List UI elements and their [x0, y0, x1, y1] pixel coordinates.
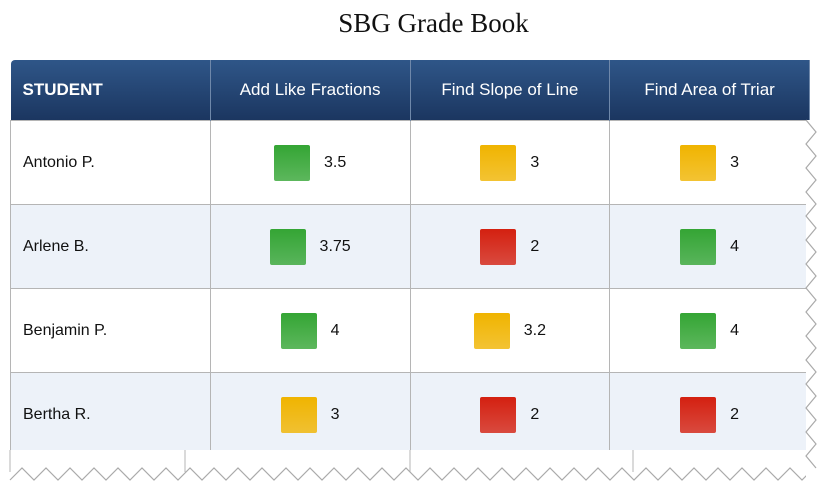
student-row: Arlene B. 3.75 2 4 [10, 204, 810, 289]
student-row: Benjamin P. 4 3.2 4 [10, 288, 810, 373]
column-header: Find Area of Triar [609, 60, 810, 121]
score-cell: 3.75 [209, 204, 411, 289]
student-name: Arlene B. [10, 204, 211, 289]
score-cell: 4 [609, 288, 810, 373]
column-header: Find Slope of Line [410, 60, 611, 121]
zigzag-right [805, 119, 817, 469]
score-indicator [680, 312, 717, 349]
score-indicator [480, 144, 517, 181]
score: 3.2 [412, 312, 609, 349]
student-name: Antonio P. [10, 120, 211, 205]
score-cell: 4 [209, 288, 411, 373]
header-row: STUDENT Add Like Fractions Find Slope of L… [10, 60, 810, 121]
score: 3 [212, 396, 409, 433]
student-name: Bertha R. [10, 372, 211, 457]
score: 2 [412, 396, 609, 433]
score-value: 2 [730, 405, 740, 423]
score-cell: 3 [609, 120, 810, 205]
student-name: Benjamin P. [10, 288, 211, 373]
score: 3.5 [212, 144, 409, 181]
score-indicator [280, 396, 317, 433]
score: 4 [212, 312, 409, 349]
score-cell: 2 [609, 372, 810, 457]
score-value: 3 [330, 405, 340, 423]
score-indicator [480, 396, 517, 433]
score-value: 3 [730, 153, 740, 171]
score: 4 [611, 228, 808, 265]
score-value: 3 [530, 153, 540, 171]
score: 4 [611, 312, 808, 349]
table-body: Antonio P. 3.5 3 3 Arlene B. 3.75 2 4 Benjamin P… [10, 120, 810, 457]
zigzag-bottom [9, 467, 815, 481]
score-indicator [680, 228, 717, 265]
score-indicator [269, 228, 306, 265]
score-cell: 2 [409, 204, 611, 289]
score: 2 [611, 396, 808, 433]
score-indicator [274, 144, 310, 181]
student-row: Antonio P. 3.5 3 3 [10, 120, 810, 205]
score-value: 3.75 [319, 237, 351, 255]
score-indicator [680, 144, 717, 181]
score-indicator [680, 396, 717, 433]
score-cell: 3 [209, 372, 411, 457]
score-cell: 3.5 [209, 120, 411, 205]
score-value: 4 [330, 321, 340, 339]
right-mask [806, 120, 817, 483]
score-value: 4 [730, 321, 740, 339]
column-header: Add Like Fractions [210, 60, 411, 121]
score: 2 [412, 228, 609, 265]
score-cell: 3.2 [409, 288, 611, 373]
score-indicator [480, 228, 517, 265]
score: 3.75 [212, 228, 409, 265]
score-value: 4 [730, 237, 740, 255]
student-row: Bertha R. 3 2 2 [10, 372, 810, 457]
score-value: 2 [530, 237, 540, 255]
score-indicator [473, 312, 510, 349]
score-value: 2 [530, 405, 540, 423]
score: 3 [611, 144, 808, 181]
score-value: 3.2 [523, 321, 546, 339]
score-cell: 4 [609, 204, 810, 289]
column-header: STUDENT [10, 60, 211, 121]
score: 3 [412, 144, 609, 181]
title: SBG Grade Book [338, 8, 529, 38]
score-value: 3.5 [324, 153, 347, 171]
grade-table: STUDENT Add Like Fractions Find Slope of L… [10, 60, 810, 457]
score-indicator [280, 312, 317, 349]
